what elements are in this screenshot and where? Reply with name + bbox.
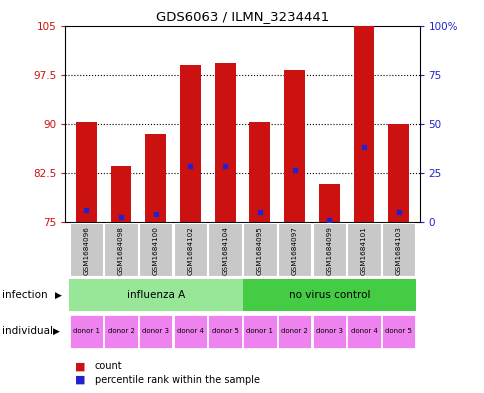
Bar bbox=[76, 122, 96, 222]
Text: percentile rank within the sample: percentile rank within the sample bbox=[94, 375, 259, 385]
Bar bbox=[139, 223, 172, 276]
Bar bbox=[139, 315, 172, 347]
Bar bbox=[70, 223, 103, 276]
Bar bbox=[249, 123, 270, 222]
Bar bbox=[318, 184, 339, 222]
Text: GDS6063 / ILMN_3234441: GDS6063 / ILMN_3234441 bbox=[155, 10, 329, 23]
Text: count: count bbox=[94, 361, 122, 371]
Bar bbox=[347, 315, 380, 347]
Bar bbox=[214, 63, 235, 222]
Bar bbox=[173, 315, 207, 347]
Text: donor 5: donor 5 bbox=[384, 328, 411, 334]
Text: ▶: ▶ bbox=[55, 291, 61, 299]
Text: infection: infection bbox=[2, 290, 48, 300]
Text: individual: individual bbox=[2, 326, 53, 336]
Text: donor 4: donor 4 bbox=[350, 328, 377, 334]
Text: GSM1684097: GSM1684097 bbox=[291, 226, 297, 275]
Bar bbox=[180, 65, 200, 222]
Bar bbox=[388, 124, 408, 222]
Bar bbox=[104, 223, 137, 276]
Bar bbox=[208, 315, 242, 347]
Text: ■: ■ bbox=[75, 361, 86, 371]
Bar bbox=[242, 279, 415, 311]
Text: donor 3: donor 3 bbox=[315, 328, 342, 334]
Text: donor 3: donor 3 bbox=[142, 328, 169, 334]
Text: GSM1684100: GSM1684100 bbox=[152, 226, 158, 275]
Bar bbox=[208, 223, 242, 276]
Bar bbox=[277, 315, 311, 347]
Bar bbox=[70, 315, 103, 347]
Text: GSM1684104: GSM1684104 bbox=[222, 226, 227, 275]
Text: GSM1684095: GSM1684095 bbox=[257, 226, 262, 275]
Bar bbox=[353, 26, 374, 222]
Text: donor 1: donor 1 bbox=[73, 328, 100, 334]
Bar bbox=[381, 315, 414, 347]
Bar bbox=[284, 70, 304, 222]
Text: donor 2: donor 2 bbox=[107, 328, 134, 334]
Bar bbox=[145, 134, 166, 222]
Bar bbox=[277, 223, 311, 276]
Text: GSM1684098: GSM1684098 bbox=[118, 226, 124, 275]
Text: no virus control: no virus control bbox=[288, 290, 369, 300]
Bar bbox=[312, 223, 345, 276]
Bar bbox=[347, 223, 380, 276]
Bar bbox=[242, 315, 276, 347]
Text: donor 1: donor 1 bbox=[246, 328, 273, 334]
Text: GSM1684099: GSM1684099 bbox=[326, 226, 332, 275]
Text: ▶: ▶ bbox=[53, 327, 60, 336]
Text: influenza A: influenza A bbox=[126, 290, 184, 300]
Bar bbox=[381, 223, 414, 276]
Bar bbox=[312, 315, 345, 347]
Text: GSM1684103: GSM1684103 bbox=[395, 226, 401, 275]
Bar bbox=[69, 279, 242, 311]
Bar bbox=[104, 315, 137, 347]
Text: ■: ■ bbox=[75, 375, 86, 385]
Text: GSM1684096: GSM1684096 bbox=[83, 226, 89, 275]
Bar bbox=[173, 223, 207, 276]
Bar bbox=[242, 223, 276, 276]
Text: donor 5: donor 5 bbox=[212, 328, 238, 334]
Text: GSM1684101: GSM1684101 bbox=[360, 226, 366, 275]
Text: donor 4: donor 4 bbox=[177, 328, 203, 334]
Text: donor 2: donor 2 bbox=[281, 328, 307, 334]
Bar bbox=[110, 166, 131, 222]
Text: GSM1684102: GSM1684102 bbox=[187, 226, 193, 275]
